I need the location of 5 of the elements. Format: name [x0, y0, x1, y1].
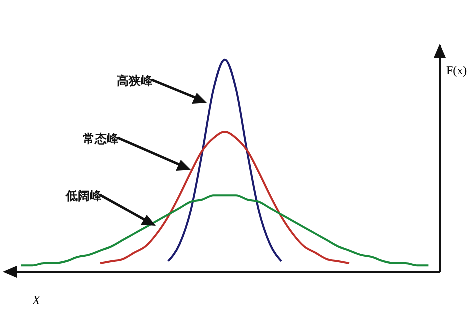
y-axis-title: F(x): [446, 64, 468, 78]
annotation: 常态峰: [83, 132, 120, 146]
annotation: 低阔峰: [65, 189, 103, 203]
annotation: 高狭峰: [117, 74, 154, 88]
x-axis-title: X: [32, 292, 42, 308]
